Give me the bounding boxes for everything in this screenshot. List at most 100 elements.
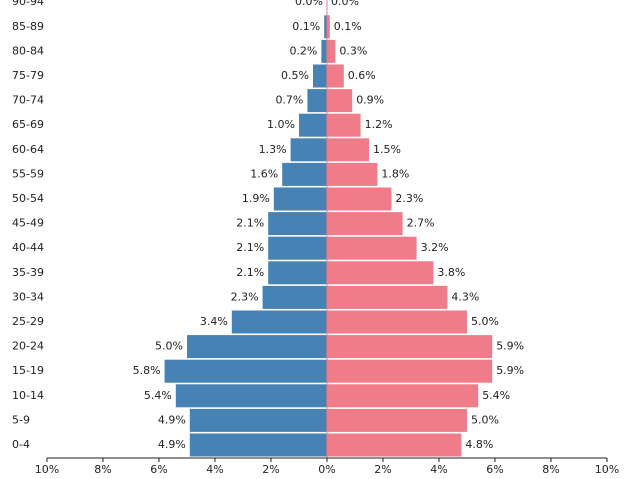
bar: [327, 39, 336, 63]
bar: [262, 285, 327, 309]
bar: [327, 285, 448, 309]
value-label: 3.4%: [200, 315, 228, 328]
bar: [327, 113, 361, 137]
age-label: 10-14: [12, 389, 44, 402]
bar: [327, 310, 467, 334]
value-label: 0.9%: [356, 94, 384, 107]
age-label: 85-89: [12, 20, 44, 33]
x-tick-label: 6%: [486, 463, 503, 476]
x-tick-label: 4%: [430, 463, 447, 476]
bar: [189, 433, 327, 457]
x-tick-label: 2%: [262, 463, 279, 476]
bar: [327, 64, 344, 88]
age-label: 15-19: [12, 364, 44, 377]
value-label: 3.8%: [437, 266, 465, 279]
bar: [299, 113, 327, 137]
age-label: 90-94: [12, 0, 44, 8]
bar: [327, 384, 479, 408]
value-label: 0.1%: [334, 20, 362, 33]
value-label: 4.3%: [451, 290, 479, 303]
bar: [313, 64, 327, 88]
value-label: 5.0%: [471, 315, 499, 328]
age-label: 30-34: [12, 290, 44, 303]
value-label: 0.5%: [281, 69, 309, 82]
value-label: 2.3%: [395, 192, 423, 205]
value-label: 1.2%: [365, 118, 393, 131]
age-label: 5-9: [12, 413, 30, 426]
value-label: 3.2%: [421, 241, 449, 254]
value-label: 0.3%: [339, 44, 367, 57]
age-label: 65-69: [12, 118, 44, 131]
value-label: 0.0%: [295, 0, 323, 8]
age-label: 70-74: [12, 94, 44, 107]
bar: [187, 335, 327, 359]
x-tick-label: 8%: [94, 463, 111, 476]
value-label: 2.1%: [236, 266, 264, 279]
value-label: 2.1%: [236, 217, 264, 230]
bar: [290, 138, 327, 162]
bar: [327, 89, 353, 113]
value-label: 5.0%: [471, 413, 499, 426]
bar: [327, 408, 467, 432]
bar: [268, 261, 327, 285]
value-label: 0.6%: [348, 69, 376, 82]
value-label: 1.5%: [373, 143, 401, 156]
value-label: 4.9%: [158, 413, 186, 426]
x-tick-label: 2%: [374, 463, 391, 476]
value-label: 0.0%: [331, 0, 359, 8]
bar: [307, 89, 327, 113]
bar: [327, 335, 493, 359]
value-label: 5.0%: [155, 340, 183, 353]
value-label: 0.2%: [289, 44, 317, 57]
age-label: 45-49: [12, 217, 44, 230]
bar: [327, 15, 330, 39]
value-label: 2.3%: [231, 290, 259, 303]
x-tick-label: 10%: [595, 463, 619, 476]
value-label: 4.8%: [465, 438, 493, 451]
value-label: 2.1%: [236, 241, 264, 254]
bar: [327, 261, 434, 285]
age-label: 20-24: [12, 340, 44, 353]
age-label: 25-29: [12, 315, 44, 328]
value-label: 1.8%: [381, 167, 409, 180]
value-label: 1.0%: [267, 118, 295, 131]
bar: [231, 310, 327, 334]
bar: [327, 138, 369, 162]
value-label: 0.1%: [292, 20, 320, 33]
value-label: 5.8%: [133, 364, 161, 377]
age-label: 35-39: [12, 266, 44, 279]
bar: [327, 433, 462, 457]
value-label: 1.9%: [242, 192, 270, 205]
x-tick-label: 10%: [35, 463, 59, 476]
bar: [321, 39, 327, 63]
bar: [164, 359, 327, 383]
x-tick-label: 6%: [150, 463, 167, 476]
age-label: 60-64: [12, 143, 44, 156]
bar: [327, 212, 403, 236]
value-label: 5.9%: [496, 340, 524, 353]
age-label: 0-4: [12, 438, 30, 451]
bar: [324, 15, 327, 39]
x-tick-label: 0%: [318, 463, 335, 476]
value-label: 2.7%: [407, 217, 435, 230]
bar: [327, 187, 392, 211]
x-tick-label: 8%: [542, 463, 559, 476]
value-label: 5.4%: [144, 389, 172, 402]
value-label: 0.7%: [275, 94, 303, 107]
age-label: 40-44: [12, 241, 44, 254]
bar: [327, 162, 378, 186]
age-label: 80-84: [12, 44, 44, 57]
age-label: 55-59: [12, 167, 44, 180]
age-label: 75-79: [12, 69, 44, 82]
bar: [189, 408, 327, 432]
value-label: 4.9%: [158, 438, 186, 451]
bar: [327, 359, 493, 383]
bar: [273, 187, 327, 211]
bar: [175, 384, 327, 408]
value-label: 1.6%: [250, 167, 278, 180]
value-label: 1.3%: [259, 143, 287, 156]
bar: [282, 162, 327, 186]
bar: [327, 236, 417, 260]
value-label: 5.9%: [496, 364, 524, 377]
